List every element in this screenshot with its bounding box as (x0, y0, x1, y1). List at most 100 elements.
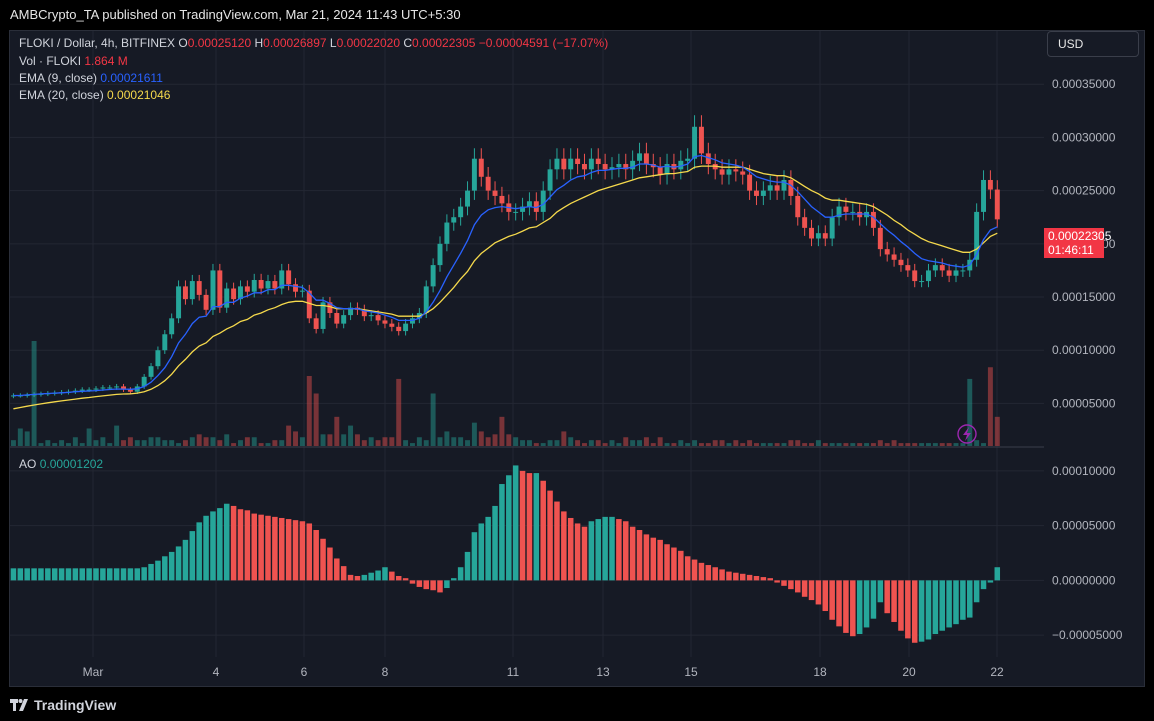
ao-bar (258, 514, 264, 581)
publisher-line: AMBCrypto_TA published on TradingView.co… (10, 7, 461, 22)
ao-bar (960, 580, 966, 620)
volume-bar (375, 440, 381, 446)
volume-bar (822, 443, 828, 446)
tradingview-logo-icon (10, 698, 28, 712)
volume-bar (554, 440, 560, 446)
candle-body (554, 158, 560, 170)
lightning-icon[interactable] (957, 424, 977, 444)
ema9-legend[interactable]: EMA (9, close) 0.00021611 (19, 71, 163, 85)
ao-bar (953, 580, 959, 625)
close-label: C (403, 36, 413, 50)
symbol-legend[interactable]: FLOKI / Dollar, 4h, BITFINEX O0.00025120… (19, 36, 608, 50)
volume-bar (692, 440, 698, 446)
ao-legend[interactable]: AO 0.00001202 (19, 457, 103, 471)
ao-bar (444, 580, 450, 589)
volume-bar (258, 443, 264, 446)
volume-bar (939, 443, 945, 446)
time-tick-label: Mar (83, 665, 104, 679)
ao-bar (320, 538, 326, 581)
candle-body (520, 206, 526, 212)
candle-body (368, 315, 374, 317)
low-label: L (329, 36, 337, 50)
volume-bar (334, 416, 340, 446)
volume-bar (162, 440, 168, 446)
ao-tick-label: 0.00005000 (1052, 519, 1116, 533)
volume-bar (760, 443, 766, 446)
volume-bar (306, 376, 312, 446)
volume-bar (203, 437, 209, 446)
volume-bar (410, 443, 415, 446)
candle-body (705, 153, 711, 165)
volume-bar (540, 443, 546, 446)
candle-body (692, 126, 698, 159)
volume-bar (430, 393, 436, 446)
volume-bar (354, 434, 360, 446)
volume-bar (24, 431, 30, 446)
volume-bar (698, 443, 704, 446)
volume-legend[interactable]: Vol · FLOKI 1.864 M (19, 54, 128, 68)
volume-bar (423, 440, 429, 446)
ao-bar (905, 580, 911, 639)
volume-bar (953, 443, 959, 446)
volume-bar (664, 443, 670, 446)
open-label: O (178, 36, 188, 50)
candle-body (939, 265, 945, 271)
currency-button[interactable]: USD (1047, 31, 1139, 57)
volume-bar (960, 443, 966, 446)
volume-bar (609, 440, 615, 446)
volume-bar (38, 443, 44, 446)
ao-bar (863, 580, 870, 628)
candle-body (850, 211, 856, 213)
candle-body (678, 160, 684, 170)
candle-body (499, 195, 505, 204)
time-tick-label: 6 (301, 665, 308, 679)
ao-bar (230, 505, 237, 581)
ao-bar (850, 580, 856, 637)
volume-bar (623, 437, 629, 446)
ao-bar (423, 580, 429, 590)
footer-brand[interactable]: TradingView (10, 694, 116, 716)
ao-bar (51, 568, 58, 581)
change-value: −0.00004591 (−17.07%) (478, 36, 609, 50)
candle-body (547, 169, 553, 191)
ao-bar (72, 568, 79, 581)
ao-bar (65, 568, 72, 581)
candle-body (664, 164, 670, 175)
volume-bar (657, 437, 663, 446)
candle-body (430, 265, 436, 287)
volume-bar (788, 440, 794, 446)
candle-body (932, 265, 938, 271)
volume-bar (93, 440, 99, 446)
candle-body (767, 185, 773, 191)
volume-bar (313, 393, 319, 446)
volume-bar (348, 425, 354, 446)
price-tick-label: 0.00010000 (1052, 343, 1116, 357)
candle-body (224, 288, 230, 308)
time-tick-label: 13 (596, 665, 610, 679)
ao-bar (134, 568, 141, 581)
candle-body (86, 389, 92, 391)
ao-bar (574, 523, 581, 581)
ao-bar (464, 551, 471, 581)
ao-bar (279, 517, 285, 581)
open-value: 0.00025120 (187, 36, 252, 50)
volume-bar (616, 443, 622, 446)
bar-countdown: 01:46:11 (1048, 243, 1094, 257)
candle-body (313, 318, 319, 329)
ao-bar (987, 580, 994, 583)
candle-body (726, 169, 732, 175)
time-tick-label: 20 (902, 665, 916, 679)
time-tick-label: 22 (990, 665, 1004, 679)
volume-bar (802, 443, 808, 446)
candle-body (141, 376, 147, 387)
ao-bar (795, 580, 801, 593)
ao-bar (526, 473, 533, 581)
ema20-legend[interactable]: EMA (20, close) 0.00021046 (19, 88, 170, 102)
ao-bar (327, 547, 333, 581)
candle-body (568, 158, 574, 170)
volume-bar (905, 443, 911, 446)
volume-bar (891, 440, 897, 446)
ao-bar (127, 568, 134, 581)
ao-bar (395, 575, 402, 581)
